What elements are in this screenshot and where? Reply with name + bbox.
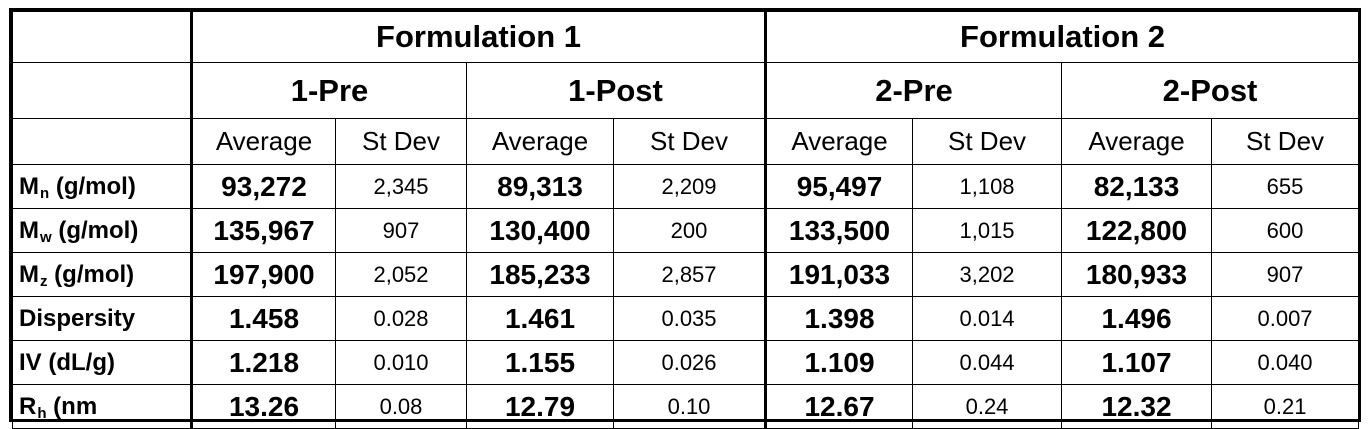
formulation-header-row: Formulation 1 Formulation 2 xyxy=(12,11,1360,63)
stdev-value: 0.21 xyxy=(1211,384,1360,429)
average-value: 1.109 xyxy=(765,340,914,385)
average-value: 1.458 xyxy=(191,296,336,341)
stdev-value: 0.044 xyxy=(912,340,1063,385)
stdev-value: 0.040 xyxy=(1211,340,1360,385)
average-value: 12.67 xyxy=(765,384,914,429)
average-value: 1.107 xyxy=(1061,340,1213,385)
stdev-value: 1,108 xyxy=(912,164,1063,209)
row-label-mz: Mz (g/mol) xyxy=(12,252,193,297)
stdev-value: 600 xyxy=(1211,208,1360,253)
stdev-value: 907 xyxy=(1211,252,1360,297)
average-header: Average xyxy=(765,118,914,165)
stdev-header: St Dev xyxy=(1211,118,1360,165)
stdev-value: 655 xyxy=(1211,164,1360,209)
average-header: Average xyxy=(191,118,336,165)
table-row-mw: Mw (g/mol) 135,967 907 130,400 200 133,5… xyxy=(12,208,1360,253)
stdev-value: 0.014 xyxy=(912,296,1063,341)
average-value: 12.79 xyxy=(466,384,614,429)
statistic-header-row: Average St Dev Average St Dev Average St… xyxy=(12,118,1360,165)
average-value: 12.32 xyxy=(1061,384,1213,429)
stdev-value: 0.028 xyxy=(335,296,467,341)
stdev-value: 0.10 xyxy=(612,384,768,429)
average-value: 13.26 xyxy=(191,384,336,429)
table-row-mn: Mn (g/mol) 93,272 2,345 89,313 2,209 95,… xyxy=(12,164,1360,209)
average-value: 1.496 xyxy=(1061,296,1213,341)
formulation-1-header: Formulation 1 xyxy=(190,11,768,63)
stdev-value: 0.24 xyxy=(912,384,1063,429)
average-value: 1.155 xyxy=(466,340,614,385)
row-label-rh: Rh (nm xyxy=(12,384,193,429)
results-table: Formulation 1 Formulation 2 1-Pre 1-Post… xyxy=(12,11,1360,429)
corner-cell xyxy=(12,62,193,119)
stdev-value: 0.08 xyxy=(335,384,467,429)
table-row-iv: IV (dL/g) 1.218 0.010 1.155 0.026 1.109 … xyxy=(12,340,1360,385)
stdev-value: 2,052 xyxy=(335,252,467,297)
stdev-value: 200 xyxy=(612,208,768,253)
results-table-frame: Formulation 1 Formulation 2 1-Pre 1-Post… xyxy=(9,8,1361,429)
row-label-mn: Mn (g/mol) xyxy=(12,164,193,209)
average-header: Average xyxy=(466,118,614,165)
average-value: 89,313 xyxy=(466,164,614,209)
condition-header-row: 1-Pre 1-Post 2-Pre 2-Post xyxy=(12,62,1360,119)
table-row-rh: Rh (nm 13.26 0.08 12.79 0.10 12.67 0.24 … xyxy=(12,384,1360,429)
stdev-value: 0.010 xyxy=(335,340,467,385)
stdev-value: 0.035 xyxy=(612,296,768,341)
row-label-mw: Mw (g/mol) xyxy=(12,208,193,253)
average-value: 82,133 xyxy=(1061,164,1213,209)
average-value: 93,272 xyxy=(191,164,336,209)
condition-1-pre-header: 1-Pre xyxy=(191,62,467,119)
stdev-value: 2,209 xyxy=(612,164,768,209)
corner-cell xyxy=(12,118,193,165)
average-value: 122,800 xyxy=(1061,208,1213,253)
row-label-iv: IV (dL/g) xyxy=(12,340,193,385)
average-value: 133,500 xyxy=(765,208,914,253)
stdev-value: 1,015 xyxy=(912,208,1063,253)
stdev-header: St Dev xyxy=(335,118,467,165)
formulation-2-header: Formulation 2 xyxy=(765,11,1360,63)
row-label-dispersity: Dispersity xyxy=(12,296,193,341)
average-value: 1.218 xyxy=(191,340,336,385)
stdev-value: 907 xyxy=(335,208,467,253)
average-value: 1.461 xyxy=(466,296,614,341)
table-row-mz: Mz (g/mol) 197,900 2,052 185,233 2,857 1… xyxy=(12,252,1360,297)
average-value: 95,497 xyxy=(765,164,914,209)
average-value: 197,900 xyxy=(191,252,336,297)
stdev-value: 2,857 xyxy=(612,252,768,297)
condition-2-post-header: 2-Post xyxy=(1061,62,1360,119)
stdev-header: St Dev xyxy=(612,118,768,165)
average-value: 191,033 xyxy=(765,252,914,297)
average-value: 130,400 xyxy=(466,208,614,253)
stdev-value: 3,202 xyxy=(912,252,1063,297)
condition-1-post-header: 1-Post xyxy=(465,62,768,119)
stdev-header: St Dev xyxy=(912,118,1063,165)
average-header: Average xyxy=(1061,118,1213,165)
average-value: 180,933 xyxy=(1061,252,1213,297)
average-value: 135,967 xyxy=(191,208,336,253)
table-row-dispersity: Dispersity 1.458 0.028 1.461 0.035 1.398… xyxy=(12,296,1360,341)
average-value: 185,233 xyxy=(466,252,614,297)
condition-2-pre-header: 2-Pre xyxy=(765,62,1063,119)
average-value: 1.398 xyxy=(765,296,914,341)
stdev-value: 0.026 xyxy=(612,340,768,385)
corner-cell xyxy=(12,11,193,63)
stdev-value: 2,345 xyxy=(335,164,467,209)
stdev-value: 0.007 xyxy=(1211,296,1360,341)
